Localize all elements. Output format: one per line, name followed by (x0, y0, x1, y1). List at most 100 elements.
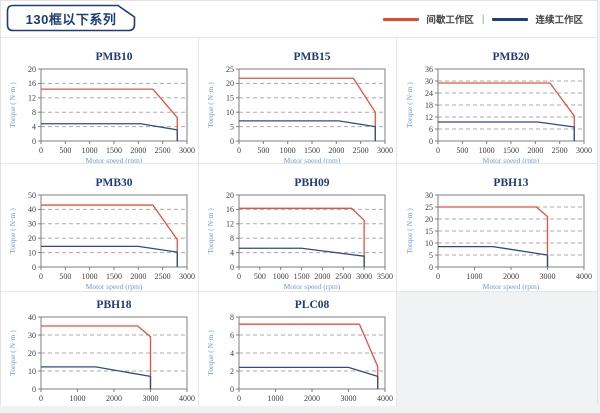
y-axis-label: Torque ( N·m ) (8, 82, 17, 128)
svg-text:0: 0 (237, 146, 241, 155)
svg-text:30: 30 (425, 191, 433, 200)
chart-cell-plc08: PLC08 0 2 4 6 8 0 1000 2000 3000 4000 Motor speed (… (199, 292, 397, 406)
series-line (438, 206, 549, 267)
series-title-tag: 130框以下系列 (6, 4, 136, 32)
chart-grid: PMB10 0 4 8 12 16 20 0 500 1000 1500 2000 2500 3000 Mo… (1, 38, 597, 406)
chart-title: PBH13 (493, 177, 528, 189)
svg-text:3000: 3000 (356, 272, 372, 281)
svg-text:0: 0 (230, 137, 234, 146)
svg-text:2500: 2500 (552, 146, 568, 155)
svg-text:36: 36 (425, 65, 433, 74)
chart-cell-pbh18: PBH18 0 10 20 30 40 0 1000 2000 3000 4000 Motor spe… (1, 292, 199, 406)
x-axis-label: Motor speed (rpm) (483, 156, 540, 164)
svg-text:4: 4 (32, 122, 36, 131)
svg-text:3000: 3000 (576, 146, 592, 155)
chart-pbh09: PBH09 0 4 8 12 16 20 0 500 1000 1500 2000 2500 3000 35… (206, 177, 393, 291)
svg-text:3000: 3000 (142, 394, 158, 403)
series-line (438, 82, 575, 141)
svg-text:0: 0 (230, 385, 234, 394)
svg-text:1000: 1000 (467, 272, 483, 281)
y-axis-label: Torque ( N·m ) (8, 208, 17, 254)
page-title: 130框以下系列 (25, 11, 117, 27)
svg-text:4000: 4000 (179, 394, 195, 403)
series-line (238, 77, 376, 141)
svg-text:20: 20 (226, 191, 234, 200)
x-axis-label: Motor speed (rpm) (283, 404, 340, 406)
svg-text:16: 16 (226, 205, 234, 214)
chart-pbh18: PBH18 0 10 20 30 40 0 1000 2000 3000 4000 Motor spe… (8, 299, 195, 406)
chart-cell-pmb10: PMB10 0 4 8 12 16 20 0 500 1000 1500 2000 2500 3000 Mo… (1, 38, 199, 164)
chart-title: PMB30 (95, 177, 132, 189)
chart-pmb10: PMB10 0 4 8 12 16 20 0 500 1000 1500 2000 2500 3000 Mo… (8, 51, 195, 163)
series-line (238, 120, 376, 141)
y-axis-label: Torque ( N·m ) (206, 330, 215, 376)
svg-text:1500: 1500 (106, 272, 122, 281)
svg-text:1000: 1000 (81, 272, 97, 281)
chart-pmb20: PMB20 0 6 12 18 24 30 36 0 500 1000 1500 2000 2500 300… (405, 51, 592, 164)
svg-text:0: 0 (237, 394, 241, 403)
x-axis-label: Motor speed (rpm) (483, 282, 540, 291)
svg-text:4: 4 (230, 349, 234, 358)
title-tag-border (6, 4, 136, 32)
series-line (40, 325, 151, 389)
chart-cell-pmb15: PMB15 0 5 10 15 20 25 0 500 1000 1500 2000 2500 3000 M… (199, 38, 397, 164)
x-axis-label: Motor speed (rpm) (283, 282, 340, 291)
svg-text:4000: 4000 (377, 394, 393, 403)
svg-text:30: 30 (28, 331, 36, 340)
svg-text:0: 0 (429, 263, 433, 272)
svg-text:0: 0 (436, 146, 440, 155)
series-line (40, 88, 178, 141)
svg-text:2500: 2500 (352, 146, 368, 155)
svg-text:500: 500 (59, 146, 71, 155)
svg-text:2000: 2000 (130, 272, 146, 281)
svg-text:1000: 1000 (279, 146, 295, 155)
svg-text:8: 8 (230, 313, 234, 322)
svg-text:2500: 2500 (335, 272, 351, 281)
svg-text:40: 40 (28, 205, 36, 214)
page-header: 130框以下系列 间歇工作区 | 连续工作区 (1, 1, 597, 38)
svg-text:0: 0 (230, 263, 234, 272)
svg-text:12: 12 (226, 220, 234, 229)
svg-text:0: 0 (39, 394, 43, 403)
svg-text:1000: 1000 (479, 146, 495, 155)
svg-text:0: 0 (39, 272, 43, 281)
svg-text:10: 10 (28, 367, 36, 376)
svg-text:6: 6 (230, 331, 234, 340)
svg-text:0: 0 (429, 137, 433, 146)
legend-item: 间歇工作区 (383, 12, 474, 26)
svg-text:3000: 3000 (540, 272, 556, 281)
y-axis-label: Torque ( N·m ) (206, 82, 215, 128)
y-axis-label: Torque ( N·m ) (8, 330, 17, 376)
legend-line-icon (383, 17, 420, 21)
svg-text:15: 15 (226, 94, 234, 103)
svg-text:10: 10 (425, 239, 433, 248)
svg-text:2000: 2000 (328, 146, 344, 155)
svg-text:3000: 3000 (179, 146, 195, 155)
svg-text:500: 500 (456, 146, 468, 155)
svg-text:500: 500 (59, 272, 71, 281)
svg-text:2000: 2000 (130, 146, 146, 155)
chart-cell-pbh13: PBH13 0 5 10 15 20 25 30 0 1000 2000 3000 4000 Motor … (397, 164, 597, 292)
legend-separator: | (481, 13, 485, 25)
svg-text:20: 20 (28, 65, 36, 74)
y-axis-label: Torque ( N·m ) (405, 208, 414, 254)
svg-text:2: 2 (230, 367, 234, 376)
svg-text:3000: 3000 (179, 272, 195, 281)
svg-text:500: 500 (253, 272, 265, 281)
content-panel: 130框以下系列 间歇工作区 | 连续工作区 PMB10 0 4 8 12 16 20 0 500 1… (0, 0, 598, 406)
chart-title: PMB20 (492, 51, 529, 63)
svg-text:1500: 1500 (503, 146, 519, 155)
svg-text:3500: 3500 (377, 272, 393, 281)
svg-text:6: 6 (429, 125, 433, 134)
svg-text:10: 10 (28, 248, 36, 257)
svg-text:8: 8 (32, 108, 36, 117)
series-line (40, 204, 178, 267)
svg-text:1000: 1000 (69, 394, 85, 403)
svg-text:1500: 1500 (293, 272, 309, 281)
svg-text:12: 12 (425, 113, 433, 122)
svg-text:50: 50 (28, 191, 36, 200)
series-line (40, 366, 151, 389)
chart-cell-pbh09: PBH09 0 4 8 12 16 20 0 500 1000 1500 2000 2500 3000 35… (199, 164, 397, 292)
svg-text:1000: 1000 (267, 394, 283, 403)
chart-title: PBH18 (96, 299, 131, 311)
